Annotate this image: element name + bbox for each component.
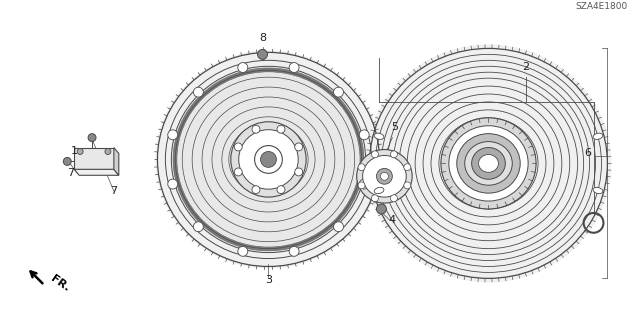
Ellipse shape [168, 179, 178, 189]
Ellipse shape [277, 186, 285, 194]
Ellipse shape [404, 164, 411, 171]
Ellipse shape [238, 246, 248, 256]
Ellipse shape [449, 126, 528, 201]
Text: 3: 3 [265, 275, 272, 285]
Ellipse shape [238, 63, 248, 72]
Ellipse shape [252, 186, 260, 194]
Ellipse shape [168, 130, 178, 140]
Ellipse shape [234, 143, 242, 151]
Ellipse shape [333, 87, 344, 97]
Ellipse shape [105, 149, 111, 154]
Ellipse shape [374, 187, 384, 194]
Ellipse shape [63, 158, 71, 165]
Text: 2: 2 [523, 62, 530, 72]
Text: FR.: FR. [49, 273, 71, 293]
Ellipse shape [260, 152, 276, 167]
Ellipse shape [359, 130, 369, 140]
Ellipse shape [593, 133, 603, 139]
Ellipse shape [479, 154, 499, 172]
Ellipse shape [255, 145, 282, 173]
Ellipse shape [88, 134, 96, 142]
Ellipse shape [333, 222, 344, 232]
Polygon shape [74, 148, 114, 169]
Text: 5: 5 [391, 122, 398, 132]
Ellipse shape [156, 50, 381, 269]
Ellipse shape [77, 149, 83, 154]
Text: 4: 4 [388, 215, 396, 225]
Text: 8: 8 [259, 33, 266, 42]
Ellipse shape [356, 150, 412, 203]
Ellipse shape [289, 63, 299, 72]
Text: 7: 7 [110, 186, 117, 196]
Text: 6: 6 [584, 148, 591, 159]
Text: 1: 1 [70, 146, 77, 157]
Ellipse shape [390, 151, 397, 158]
Text: SZA4E1800: SZA4E1800 [575, 2, 627, 11]
Polygon shape [74, 169, 119, 175]
Text: 7: 7 [67, 168, 74, 178]
Ellipse shape [365, 44, 611, 282]
Ellipse shape [257, 49, 268, 59]
Ellipse shape [374, 133, 384, 139]
Ellipse shape [390, 195, 397, 202]
Ellipse shape [193, 87, 204, 97]
Ellipse shape [376, 204, 387, 214]
Ellipse shape [593, 187, 603, 194]
Ellipse shape [380, 172, 388, 180]
Ellipse shape [231, 122, 306, 197]
Ellipse shape [193, 222, 204, 232]
Ellipse shape [358, 182, 365, 189]
Ellipse shape [294, 143, 303, 151]
Ellipse shape [239, 130, 298, 189]
Ellipse shape [294, 168, 303, 176]
Ellipse shape [234, 168, 242, 176]
Ellipse shape [472, 148, 506, 179]
Polygon shape [114, 148, 119, 175]
Ellipse shape [252, 125, 260, 133]
Ellipse shape [358, 164, 365, 171]
Ellipse shape [359, 179, 369, 189]
Ellipse shape [289, 246, 299, 256]
Ellipse shape [457, 134, 520, 193]
Ellipse shape [371, 195, 378, 202]
Ellipse shape [441, 118, 536, 209]
Ellipse shape [371, 151, 378, 158]
Ellipse shape [363, 155, 406, 197]
Ellipse shape [277, 125, 285, 133]
Ellipse shape [376, 168, 392, 184]
Ellipse shape [465, 142, 512, 185]
Ellipse shape [404, 182, 411, 189]
Ellipse shape [172, 66, 365, 253]
